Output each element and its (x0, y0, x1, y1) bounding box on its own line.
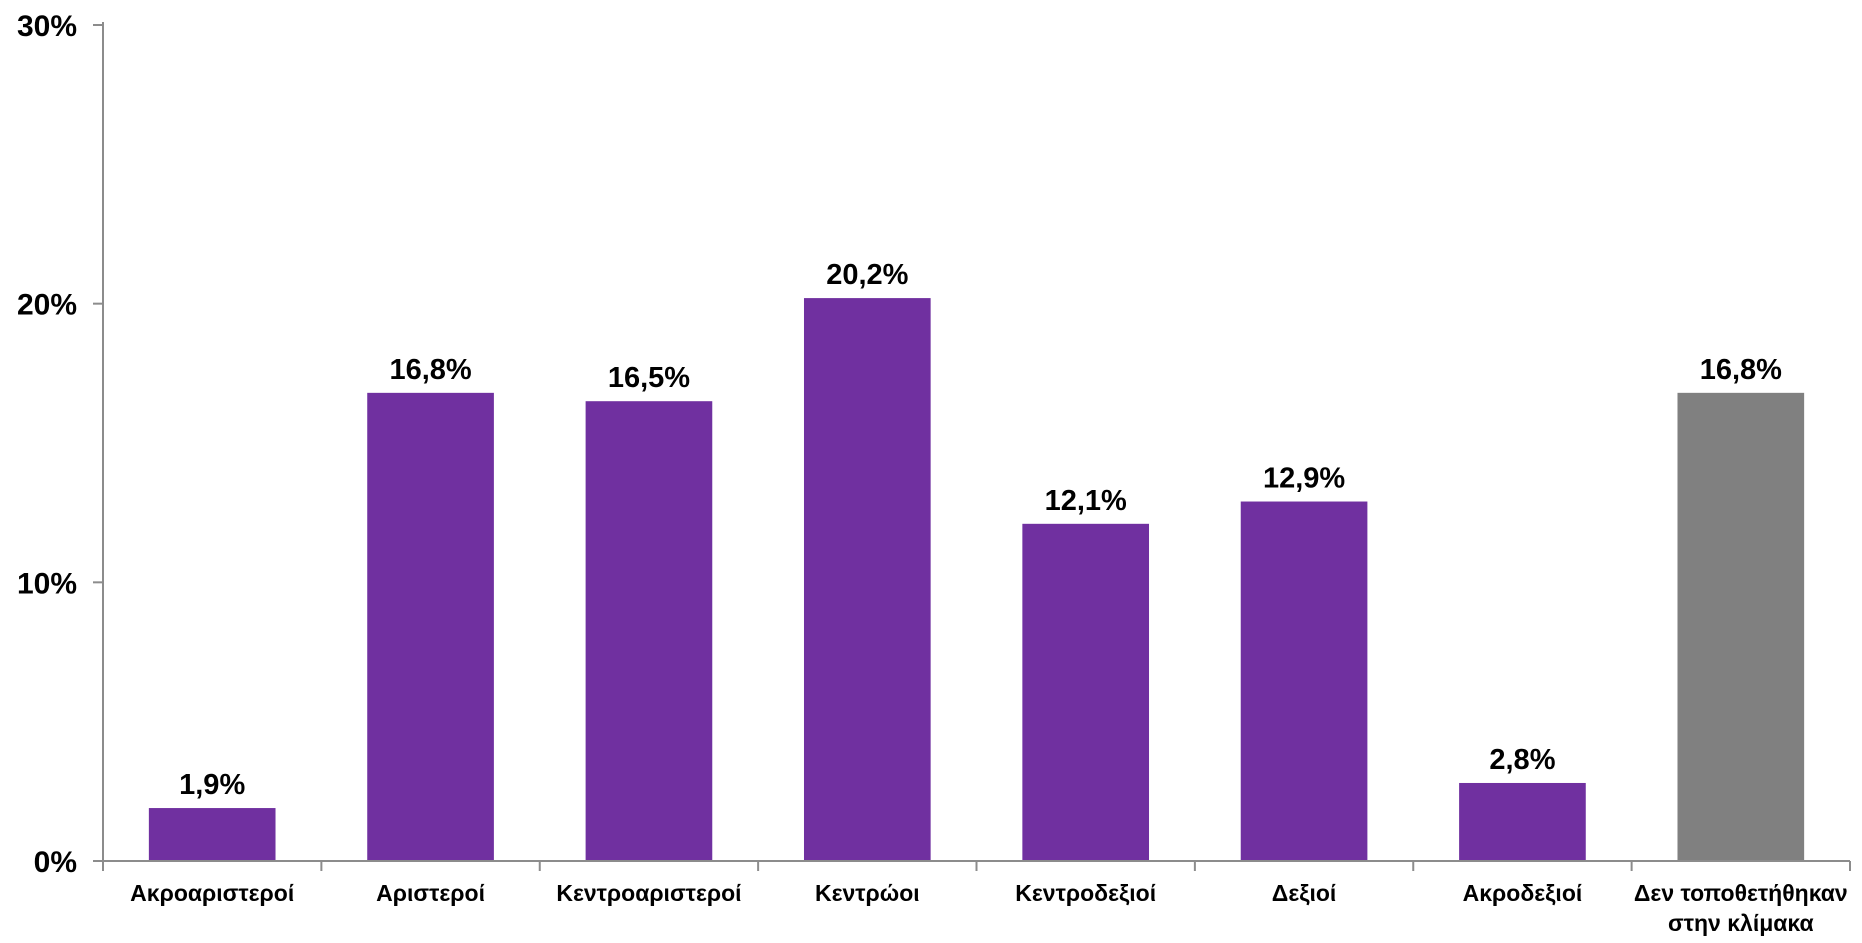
x-tick-label-line: Κεντροδεξιοί (1015, 880, 1156, 906)
x-tick-label: Δεν τοποθετήθηκαν στην κλίμακα (1634, 880, 1848, 936)
bar (585, 401, 713, 861)
y-tick-label: 20% (17, 289, 77, 322)
y-tick-label: 10% (17, 567, 77, 600)
x-tick-label: Ακροαριστεροί (130, 880, 294, 906)
bar (148, 808, 276, 861)
data-label: 12,9% (1263, 463, 1345, 495)
data-label: 12,1% (1045, 485, 1127, 517)
data-label: 16,5% (608, 362, 690, 394)
bars (148, 298, 1805, 861)
bar (367, 392, 494, 861)
data-label: 1,9% (179, 769, 245, 801)
x-axis: Ακροαριστεροί Αριστεροί Κεντροαριστεροί Κεν… (102, 860, 1851, 936)
y-tick-label: 0% (34, 846, 77, 879)
data-label: 16,8% (1700, 354, 1782, 386)
x-tick-label: Αριστεροί (376, 880, 485, 906)
bar (1022, 523, 1150, 861)
x-tick-label-line: Ακροδεξιοί (1463, 880, 1583, 906)
data-labels: 1,9% 16,8% 16,5% 20,2% 12,1% 12,9% 2,8% 16,8% (179, 259, 1782, 801)
x-tick-label: Κεντροαριστεροί (556, 880, 741, 906)
x-tick-label-line: Κεντρώοι (815, 880, 920, 906)
x-tick-label-line: στην κλίμακα (1668, 910, 1814, 936)
x-tick-label-line: Δεν τοποθετήθηκαν (1634, 880, 1848, 906)
x-tick-label-line: Κεντροαριστεροί (556, 880, 741, 906)
bar (1677, 392, 1805, 861)
x-tick-label: Κεντρώοι (815, 880, 920, 906)
y-tick-label: 30% (17, 10, 77, 43)
x-tick-label: Δεξιοί (1272, 880, 1337, 906)
data-label: 16,8% (389, 354, 471, 386)
x-tick-label-line: Ακροαριστεροί (130, 880, 294, 906)
data-label: 2,8% (1489, 744, 1555, 776)
bar (803, 298, 931, 861)
x-tick-label-line: Δεξιοί (1272, 880, 1337, 906)
y-axis: 0% 10% 20% 30% (17, 10, 104, 879)
bar (1240, 501, 1368, 861)
x-tick-label: Ακροδεξιοί (1463, 880, 1583, 906)
bar (1459, 782, 1586, 861)
x-tick-label: Κεντροδεξιοί (1015, 880, 1156, 906)
x-tick-label-line: Αριστεροί (376, 880, 485, 906)
data-label: 20,2% (826, 259, 908, 291)
